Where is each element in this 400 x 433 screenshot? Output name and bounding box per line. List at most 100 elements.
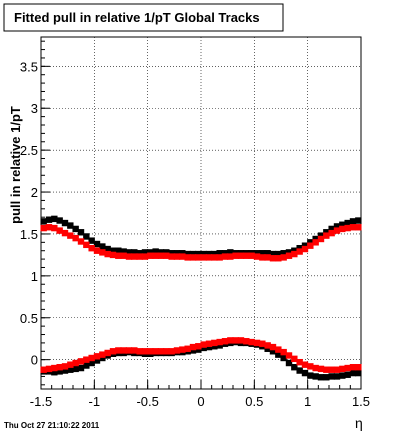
x-tick-label: 0 bbox=[197, 394, 204, 409]
data-point bbox=[301, 245, 309, 253]
data-point bbox=[189, 250, 197, 258]
data-point bbox=[120, 252, 127, 259]
data-point bbox=[56, 217, 63, 224]
data-point bbox=[291, 364, 298, 371]
data-point bbox=[205, 254, 213, 261]
data-point bbox=[56, 364, 63, 371]
data-point bbox=[77, 364, 85, 372]
data-point bbox=[88, 359, 95, 367]
data-point bbox=[83, 233, 90, 240]
data-point bbox=[157, 252, 165, 259]
data-point bbox=[152, 348, 159, 355]
data-point bbox=[264, 254, 271, 261]
data-point bbox=[280, 254, 287, 261]
data-point bbox=[269, 250, 277, 258]
data-point bbox=[349, 364, 357, 371]
data-point bbox=[40, 224, 47, 232]
axis-ticks bbox=[40, 40, 362, 389]
data-point bbox=[168, 348, 175, 355]
y-tick-label: 2.5 bbox=[20, 143, 38, 158]
data-point bbox=[211, 339, 218, 347]
data-point bbox=[317, 232, 325, 239]
data-point bbox=[211, 250, 218, 258]
timestamp: Thu Oct 27 21:10:22 2011 bbox=[4, 421, 100, 430]
data-point bbox=[312, 364, 319, 372]
data-point bbox=[323, 232, 330, 239]
data-point bbox=[259, 250, 266, 257]
data-point bbox=[211, 343, 218, 350]
data-point bbox=[184, 254, 191, 261]
data-point bbox=[216, 254, 223, 261]
data-point bbox=[333, 366, 341, 373]
data-point bbox=[104, 250, 111, 258]
data-point bbox=[125, 253, 133, 260]
data-point bbox=[355, 217, 362, 224]
data-point bbox=[232, 252, 239, 259]
data-point bbox=[173, 347, 181, 354]
x-tick-label: -0.5 bbox=[136, 394, 158, 409]
data-point bbox=[205, 340, 213, 347]
data-point bbox=[349, 224, 357, 231]
data-point bbox=[301, 242, 309, 249]
data-point bbox=[221, 253, 229, 260]
data-series bbox=[40, 215, 362, 381]
data-point bbox=[61, 219, 69, 227]
data-point bbox=[205, 343, 213, 351]
data-point bbox=[264, 342, 271, 349]
data-point bbox=[61, 363, 69, 370]
data-point bbox=[296, 367, 303, 374]
data-point bbox=[195, 343, 202, 350]
data-point bbox=[275, 346, 282, 353]
data-point bbox=[307, 242, 314, 249]
data-point bbox=[333, 227, 341, 234]
data-point bbox=[51, 364, 58, 372]
data-point bbox=[179, 253, 186, 260]
x-tick-label: 1.5 bbox=[352, 394, 370, 409]
data-point bbox=[317, 374, 325, 381]
data-point bbox=[67, 232, 74, 239]
x-tick-label: -1 bbox=[89, 394, 101, 409]
data-point bbox=[328, 229, 335, 237]
series-4 bbox=[40, 337, 362, 373]
data-point bbox=[179, 346, 186, 353]
data-point bbox=[355, 364, 362, 371]
data-point bbox=[40, 218, 47, 225]
x-tick-label: 0.5 bbox=[245, 394, 263, 409]
data-point bbox=[349, 369, 357, 377]
data-point bbox=[136, 250, 143, 257]
data-point bbox=[275, 250, 282, 258]
data-point bbox=[83, 241, 90, 249]
data-point bbox=[269, 343, 277, 351]
data-point bbox=[147, 348, 154, 355]
y-axis-label: pull in relative 1/pT bbox=[8, 106, 23, 224]
data-point bbox=[205, 250, 213, 258]
data-point bbox=[93, 353, 101, 360]
data-point bbox=[285, 252, 293, 259]
data-point bbox=[323, 366, 330, 373]
data-point bbox=[264, 250, 271, 257]
data-point bbox=[200, 250, 207, 258]
data-point bbox=[227, 253, 234, 260]
data-point bbox=[253, 253, 261, 260]
data-point bbox=[125, 347, 133, 354]
data-point bbox=[307, 239, 314, 246]
data-point bbox=[296, 358, 303, 366]
data-point bbox=[280, 354, 287, 362]
data-point bbox=[51, 369, 58, 376]
data-point bbox=[109, 348, 117, 355]
data-point bbox=[136, 253, 143, 260]
data-point bbox=[227, 337, 234, 344]
data-point bbox=[184, 345, 191, 352]
data-point bbox=[99, 354, 106, 362]
y-tick-label: 2 bbox=[31, 185, 38, 200]
data-point bbox=[152, 252, 159, 259]
data-point bbox=[83, 362, 90, 369]
data-point bbox=[232, 337, 239, 344]
data-point bbox=[323, 229, 330, 236]
data-point bbox=[275, 255, 282, 262]
data-point bbox=[67, 366, 74, 373]
data-point bbox=[301, 369, 309, 377]
data-point bbox=[157, 348, 165, 355]
y-tick-label: 3 bbox=[31, 101, 38, 116]
